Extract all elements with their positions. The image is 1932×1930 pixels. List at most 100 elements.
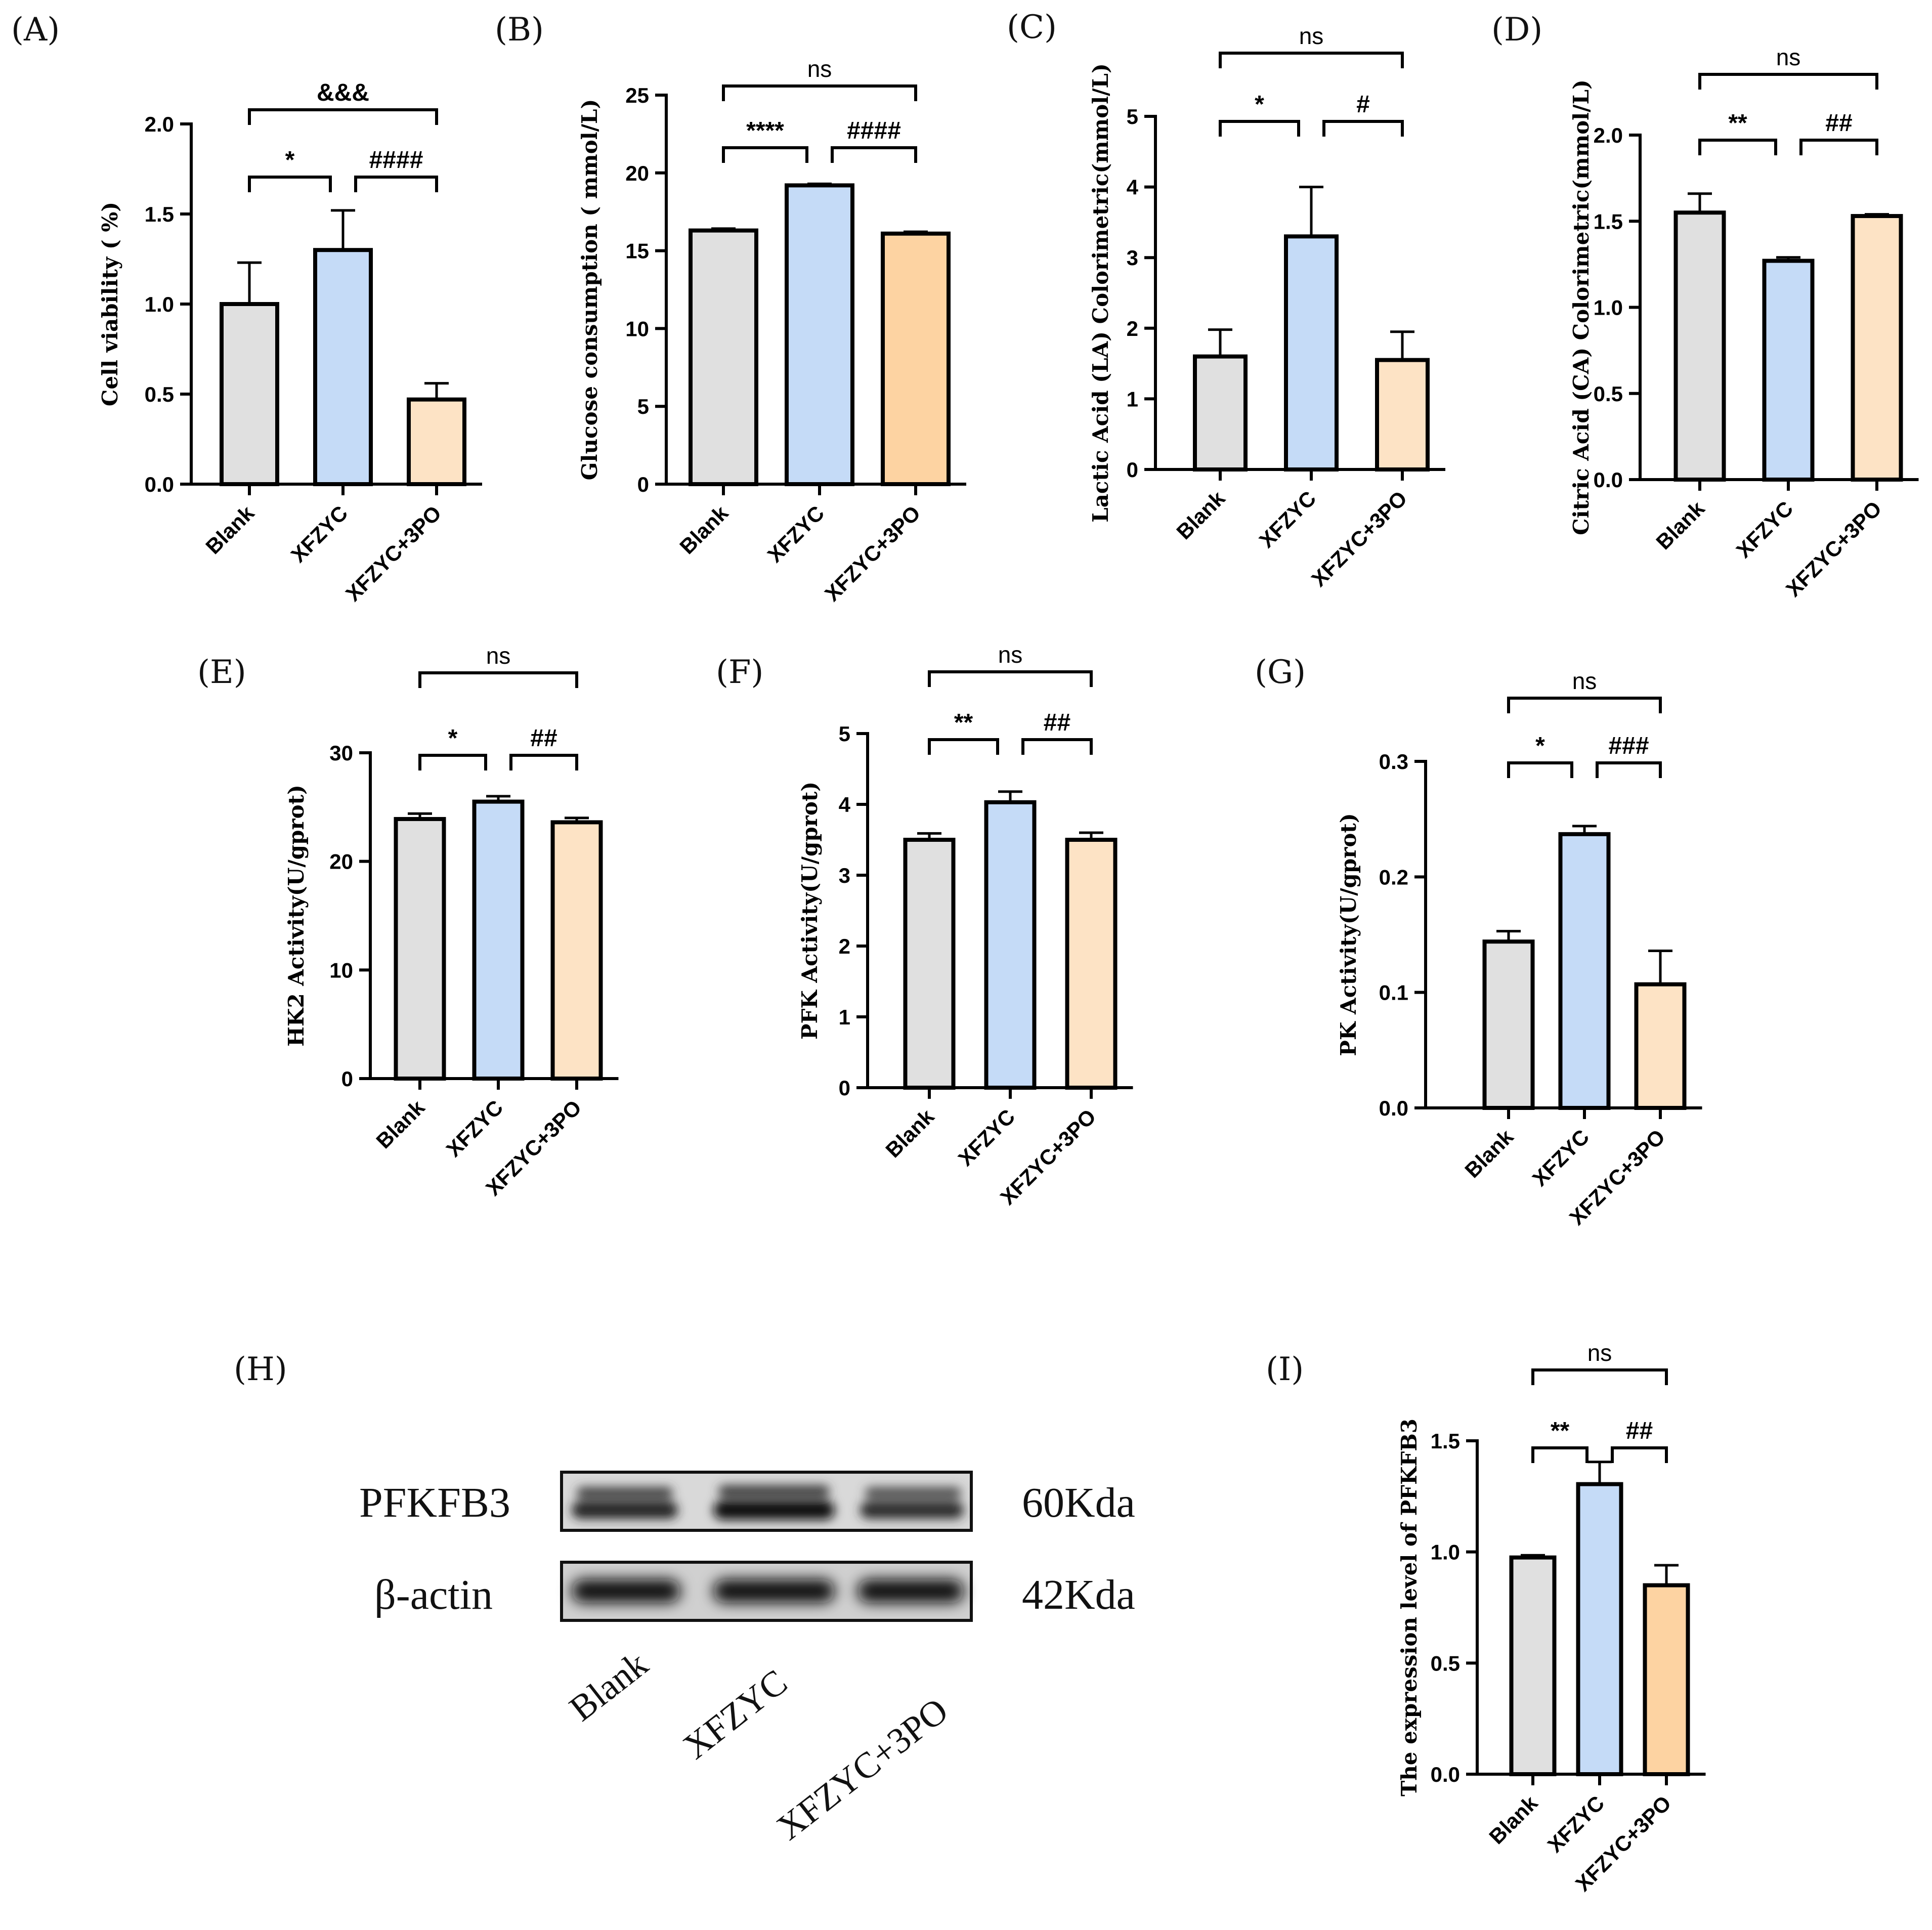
chart-a: (A) 0.0 0.5 1.0 1.5 2.0 Cell viability ( %) Bla… xyxy=(11,11,482,606)
y-tick-label: 0 xyxy=(1127,458,1138,482)
bar xyxy=(903,838,956,1090)
significance-bracket xyxy=(1531,1446,1588,1463)
y-tick-label: 0 xyxy=(341,1067,353,1091)
significance-bracket xyxy=(354,176,438,192)
y-tick-label: 3 xyxy=(1127,246,1138,270)
x-tick-label: Blank xyxy=(1172,486,1230,544)
significance-label: * xyxy=(448,725,458,752)
bar xyxy=(984,800,1037,1090)
significance-bracket xyxy=(1799,139,1878,155)
x-tick-label: Blank xyxy=(675,501,733,559)
y-axis-label: PFK Activity(U/gprot) xyxy=(797,782,822,1040)
x-tick-label: XFZYC xyxy=(286,501,353,567)
y-tick-label: 4 xyxy=(1127,176,1139,199)
x-tick-label: XFZYC xyxy=(954,1104,1020,1171)
significance-bracket xyxy=(1611,1446,1668,1463)
panel-label: (F) xyxy=(716,654,763,691)
bar xyxy=(1284,234,1339,471)
x-tick-label: Blank xyxy=(1460,1125,1518,1183)
y-tick-label: 5 xyxy=(637,395,649,418)
significance-label: ## xyxy=(530,725,557,752)
x-tick-label: Blank xyxy=(1484,1791,1542,1849)
significance-bracket xyxy=(1507,697,1662,713)
significance-bracket xyxy=(831,146,917,163)
y-tick-label: 2 xyxy=(1127,317,1138,340)
significance-label: &&& xyxy=(317,79,369,106)
y-tick-label: 20 xyxy=(329,850,353,874)
x-tick-label: XFZYC xyxy=(763,501,829,567)
significance-label: ns xyxy=(1572,668,1597,694)
y-tick-label: 1.0 xyxy=(1594,296,1623,320)
y-tick-label: 1.5 xyxy=(1431,1429,1460,1453)
y-tick-label: 0.0 xyxy=(1431,1763,1460,1786)
y-tick-label: 4 xyxy=(839,793,851,817)
western-blot-panel: (H) PFKFB3 β-actin 60Kda 42Kda xyxy=(234,1351,1135,1848)
significance-label: ns xyxy=(486,642,511,669)
significance-label: ### xyxy=(1608,733,1649,759)
significance-bracket xyxy=(722,146,808,163)
y-tick-label: 0.0 xyxy=(1379,1096,1408,1120)
blot-lane-label: XFZYC+3PO xyxy=(769,1690,956,1848)
bar xyxy=(1558,832,1611,1110)
significance-label: #### xyxy=(847,117,901,144)
panel-label: (I) xyxy=(1266,1351,1304,1388)
bar xyxy=(1762,259,1815,482)
significance-bracket xyxy=(1596,761,1662,778)
y-tick-label: 25 xyxy=(625,83,649,107)
panel-label: (D) xyxy=(1491,11,1542,49)
blot-protein-label: PFKFB3 xyxy=(359,1479,510,1526)
y-axis-label: The expression level of PFKFB3 xyxy=(1397,1419,1422,1796)
significance-bracket xyxy=(1219,52,1404,68)
significance-bracket xyxy=(928,738,999,755)
bar xyxy=(1375,358,1430,471)
x-tick-label: XFZYC+3PO xyxy=(341,501,446,606)
blot-protein-label: β-actin xyxy=(374,1571,493,1618)
y-tick-label: 0.0 xyxy=(145,473,174,496)
bar xyxy=(1509,1555,1557,1776)
significance-label: * xyxy=(285,147,295,174)
bar xyxy=(1193,354,1248,472)
significance-bracket xyxy=(248,176,332,192)
blot-strip-beta-actin xyxy=(560,1561,973,1622)
significance-label: # xyxy=(1356,91,1370,118)
x-tick-label: XFZYC+3PO xyxy=(1781,496,1886,601)
significance-label: ## xyxy=(1044,709,1070,736)
y-tick-label: 0 xyxy=(637,473,649,496)
panel-label: (B) xyxy=(495,11,544,49)
significance-label: #### xyxy=(369,147,423,174)
bar xyxy=(785,183,854,486)
significance-label: ns xyxy=(1299,23,1324,49)
significance-bracket xyxy=(418,671,578,688)
significance-label: ns xyxy=(998,641,1023,668)
chart-f: (F) 0 1 2 3 4 5 PFK Activity(U/gprot) Blank XFZYC… xyxy=(716,641,1133,1209)
x-tick-label: Blank xyxy=(201,501,259,559)
x-tick-label: Blank xyxy=(881,1104,939,1163)
x-tick-label: XFZYC+3PO xyxy=(820,501,925,606)
significance-bracket xyxy=(1322,120,1404,137)
blot-lane-label: Blank xyxy=(562,1644,656,1729)
significance-bracket xyxy=(1021,738,1093,755)
y-tick-label: 3 xyxy=(839,864,850,887)
chart-e: (E) 0 10 20 30 HK2 Activity(U/gprot) Blank XFZY… xyxy=(197,642,619,1200)
panel-label: (A) xyxy=(11,11,60,49)
bar xyxy=(689,228,758,486)
significance-bracket xyxy=(1698,73,1878,90)
bar xyxy=(313,248,373,486)
x-tick-label: XFZYC xyxy=(1255,486,1321,552)
y-tick-label: 30 xyxy=(329,741,353,765)
significance-bracket xyxy=(1507,761,1573,778)
y-tick-label: 5 xyxy=(1127,105,1138,128)
y-tick-label: 1.5 xyxy=(145,202,174,226)
significance-label: ns xyxy=(1587,1340,1612,1366)
significance-bracket xyxy=(509,754,578,770)
panel-label: (G) xyxy=(1255,654,1306,691)
significance-bracket xyxy=(248,108,438,125)
significance-label: ** xyxy=(1551,1418,1570,1444)
y-tick-label: 0.5 xyxy=(1594,382,1623,406)
y-axis-label: PK Activity(U/gprot) xyxy=(1336,813,1361,1056)
bar xyxy=(1065,838,1118,1090)
y-tick-label: 0.1 xyxy=(1379,981,1408,1005)
y-axis-label: HK2 Activity(U/gprot) xyxy=(284,785,309,1047)
y-tick-label: 15 xyxy=(625,239,649,263)
bar xyxy=(1634,982,1687,1110)
